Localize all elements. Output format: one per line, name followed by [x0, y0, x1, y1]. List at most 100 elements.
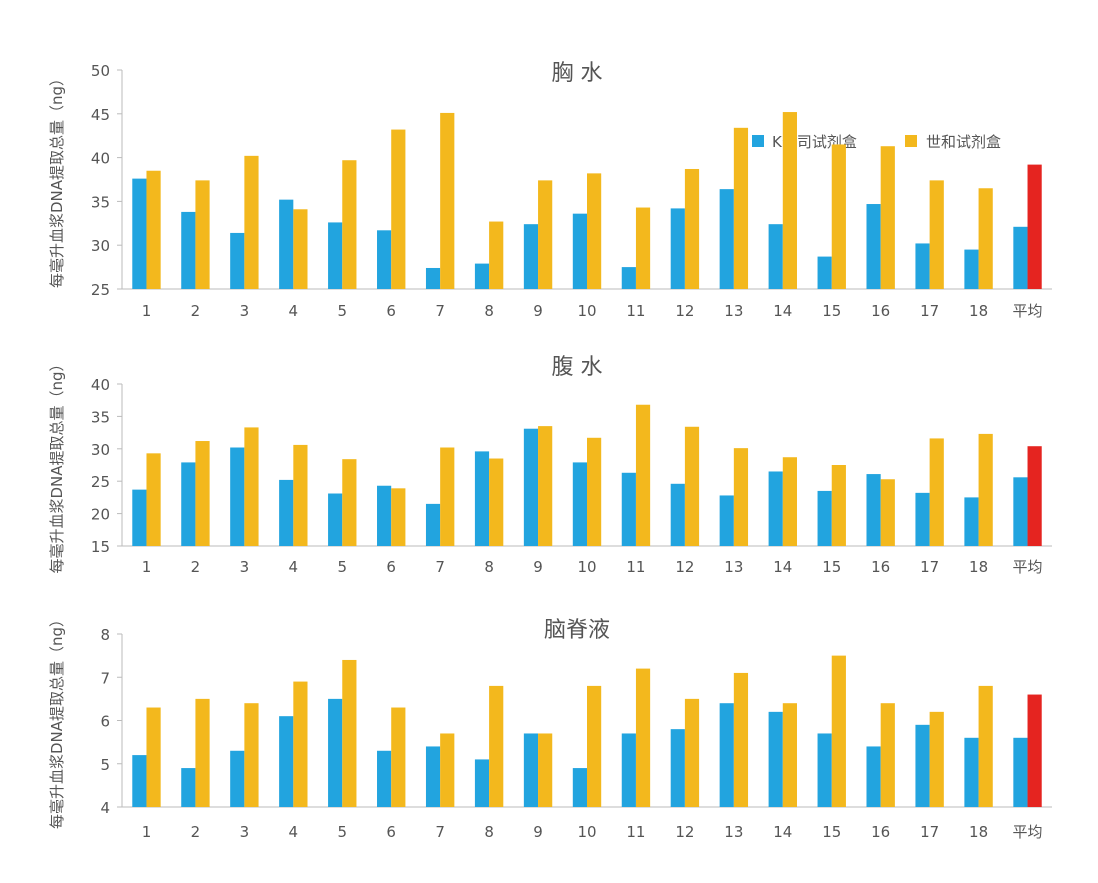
bar-csf-k: [866, 746, 881, 807]
y-tick-label-abdomen: 15: [91, 538, 110, 556]
bar-csf-k: [425, 746, 441, 807]
bar-abdomen-k: [621, 472, 636, 546]
y-tick-label-chest: 50: [91, 62, 110, 80]
x-tick-label-chest: 5: [337, 302, 347, 320]
bar-abdomen-shihe: [782, 457, 797, 546]
x-tick-label-abdomen: 10: [577, 558, 596, 576]
x-tick-label-chest: 12: [675, 302, 694, 320]
y-axis-label-abdomen: 每毫升血浆DNA提取总量（ng）: [48, 356, 66, 573]
y-tick-label-csf: 8: [100, 626, 110, 644]
bar-csf-k: [670, 729, 685, 807]
bar-chest-k: [572, 213, 587, 289]
bar-csf-shihe: [880, 703, 895, 807]
bar-csf-shihe: [831, 655, 846, 807]
bar-csf-k: [132, 755, 147, 807]
bar-abdomen-k: [523, 428, 539, 546]
bar-chest-shihe: [1027, 164, 1042, 289]
bar-chest-k: [621, 267, 636, 289]
bar-abdomen-shihe: [538, 426, 553, 546]
x-tick-label-csf: 9: [533, 823, 543, 841]
y-tick-label-chest: 35: [91, 193, 110, 211]
x-tick-label-chest: 1: [142, 302, 152, 320]
bar-abdomen-k: [817, 490, 832, 546]
bar-abdomen-k: [425, 503, 441, 546]
bar-csf-k: [768, 711, 783, 807]
x-tick-label-csf: 14: [773, 823, 792, 841]
bar-csf-shihe: [978, 685, 993, 807]
x-tick-label-chest: 10: [577, 302, 596, 320]
x-tick-label-csf: 18: [969, 823, 988, 841]
bar-chest-k: [1013, 226, 1028, 289]
x-tick-label-csf: 10: [577, 823, 596, 841]
x-tick-label-chest: 11: [626, 302, 645, 320]
y-tick-label-abdomen: 40: [91, 376, 110, 394]
bar-csf-shihe: [538, 733, 553, 807]
x-tick-label-csf: 11: [626, 823, 645, 841]
x-tick-label-csf: 平均: [1013, 823, 1043, 841]
x-tick-label-chest: 平均: [1013, 302, 1043, 320]
bar-csf-shihe: [733, 672, 749, 807]
x-tick-label-chest: 8: [484, 302, 494, 320]
bar-csf-shihe: [391, 707, 406, 807]
x-tick-label-abdomen: 13: [724, 558, 743, 576]
bar-chest-k: [817, 256, 832, 289]
bar-csf-shihe: [293, 681, 308, 807]
y-axis-label-chest: 每毫升血浆DNA提取总量（ng）: [48, 71, 66, 288]
y-tick-label-abdomen: 35: [91, 408, 110, 426]
bar-chest-shihe: [733, 127, 749, 289]
bar-chest-shihe: [831, 144, 846, 289]
bar-abdomen-k: [915, 492, 930, 546]
bar-chest-shihe: [489, 221, 504, 289]
x-tick-label-chest: 2: [191, 302, 201, 320]
bar-csf-k: [474, 759, 490, 807]
bar-chest-shihe: [684, 168, 700, 289]
bar-chest-shihe: [782, 112, 797, 289]
bar-abdomen-shihe: [733, 448, 749, 546]
bar-abdomen-shihe: [831, 465, 846, 546]
y-tick-label-abdomen: 20: [91, 506, 110, 524]
bar-abdomen-shihe: [880, 479, 895, 546]
bar-abdomen-shihe: [635, 404, 651, 546]
bar-chest-k: [377, 230, 392, 289]
bar-chest-shihe: [635, 207, 651, 289]
x-tick-label-abdomen: 8: [484, 558, 494, 576]
bar-abdomen-shihe: [244, 427, 259, 546]
x-tick-label-chest: 4: [289, 302, 299, 320]
bar-csf-shihe: [342, 659, 357, 807]
bar-csf-k: [621, 733, 636, 807]
bar-chest-k: [768, 224, 783, 289]
bar-csf-shihe: [684, 698, 700, 807]
bar-csf-shihe: [146, 707, 161, 807]
x-tick-label-chest: 13: [724, 302, 743, 320]
bar-chest-k: [670, 208, 685, 289]
x-tick-label-abdomen: 12: [675, 558, 694, 576]
x-tick-label-csf: 6: [386, 823, 396, 841]
bar-abdomen-k: [572, 462, 587, 546]
bar-csf-k: [279, 716, 294, 807]
bar-abdomen-shihe: [146, 453, 161, 546]
bar-chest-k: [181, 211, 196, 289]
bar-abdomen-k: [132, 489, 147, 546]
bar-abdomen-shihe: [391, 488, 406, 546]
bar-abdomen-k: [768, 471, 783, 546]
bar-csf-shihe: [440, 733, 455, 807]
bar-abdomen-shihe: [195, 441, 210, 546]
x-tick-label-abdomen: 18: [969, 558, 988, 576]
x-tick-label-chest: 7: [435, 302, 445, 320]
y-tick-label-abdomen: 30: [91, 441, 110, 459]
x-tick-label-csf: 17: [920, 823, 939, 841]
bar-chest-k: [866, 204, 881, 289]
bar-chest-shihe: [293, 209, 308, 289]
legend-swatch-shihe: [905, 135, 917, 147]
bar-csf-k: [572, 768, 587, 807]
bar-chest-shihe: [244, 155, 259, 289]
bar-chest-k: [523, 224, 539, 289]
y-tick-label-abdomen: 25: [91, 473, 110, 491]
bar-abdomen-k: [230, 447, 245, 546]
chart-title-chest: 胸 水: [552, 61, 603, 86]
x-tick-label-csf: 12: [675, 823, 694, 841]
bar-csf-k: [230, 750, 245, 807]
bar-chest-shihe: [880, 146, 895, 289]
bar-chest-k: [279, 199, 294, 289]
